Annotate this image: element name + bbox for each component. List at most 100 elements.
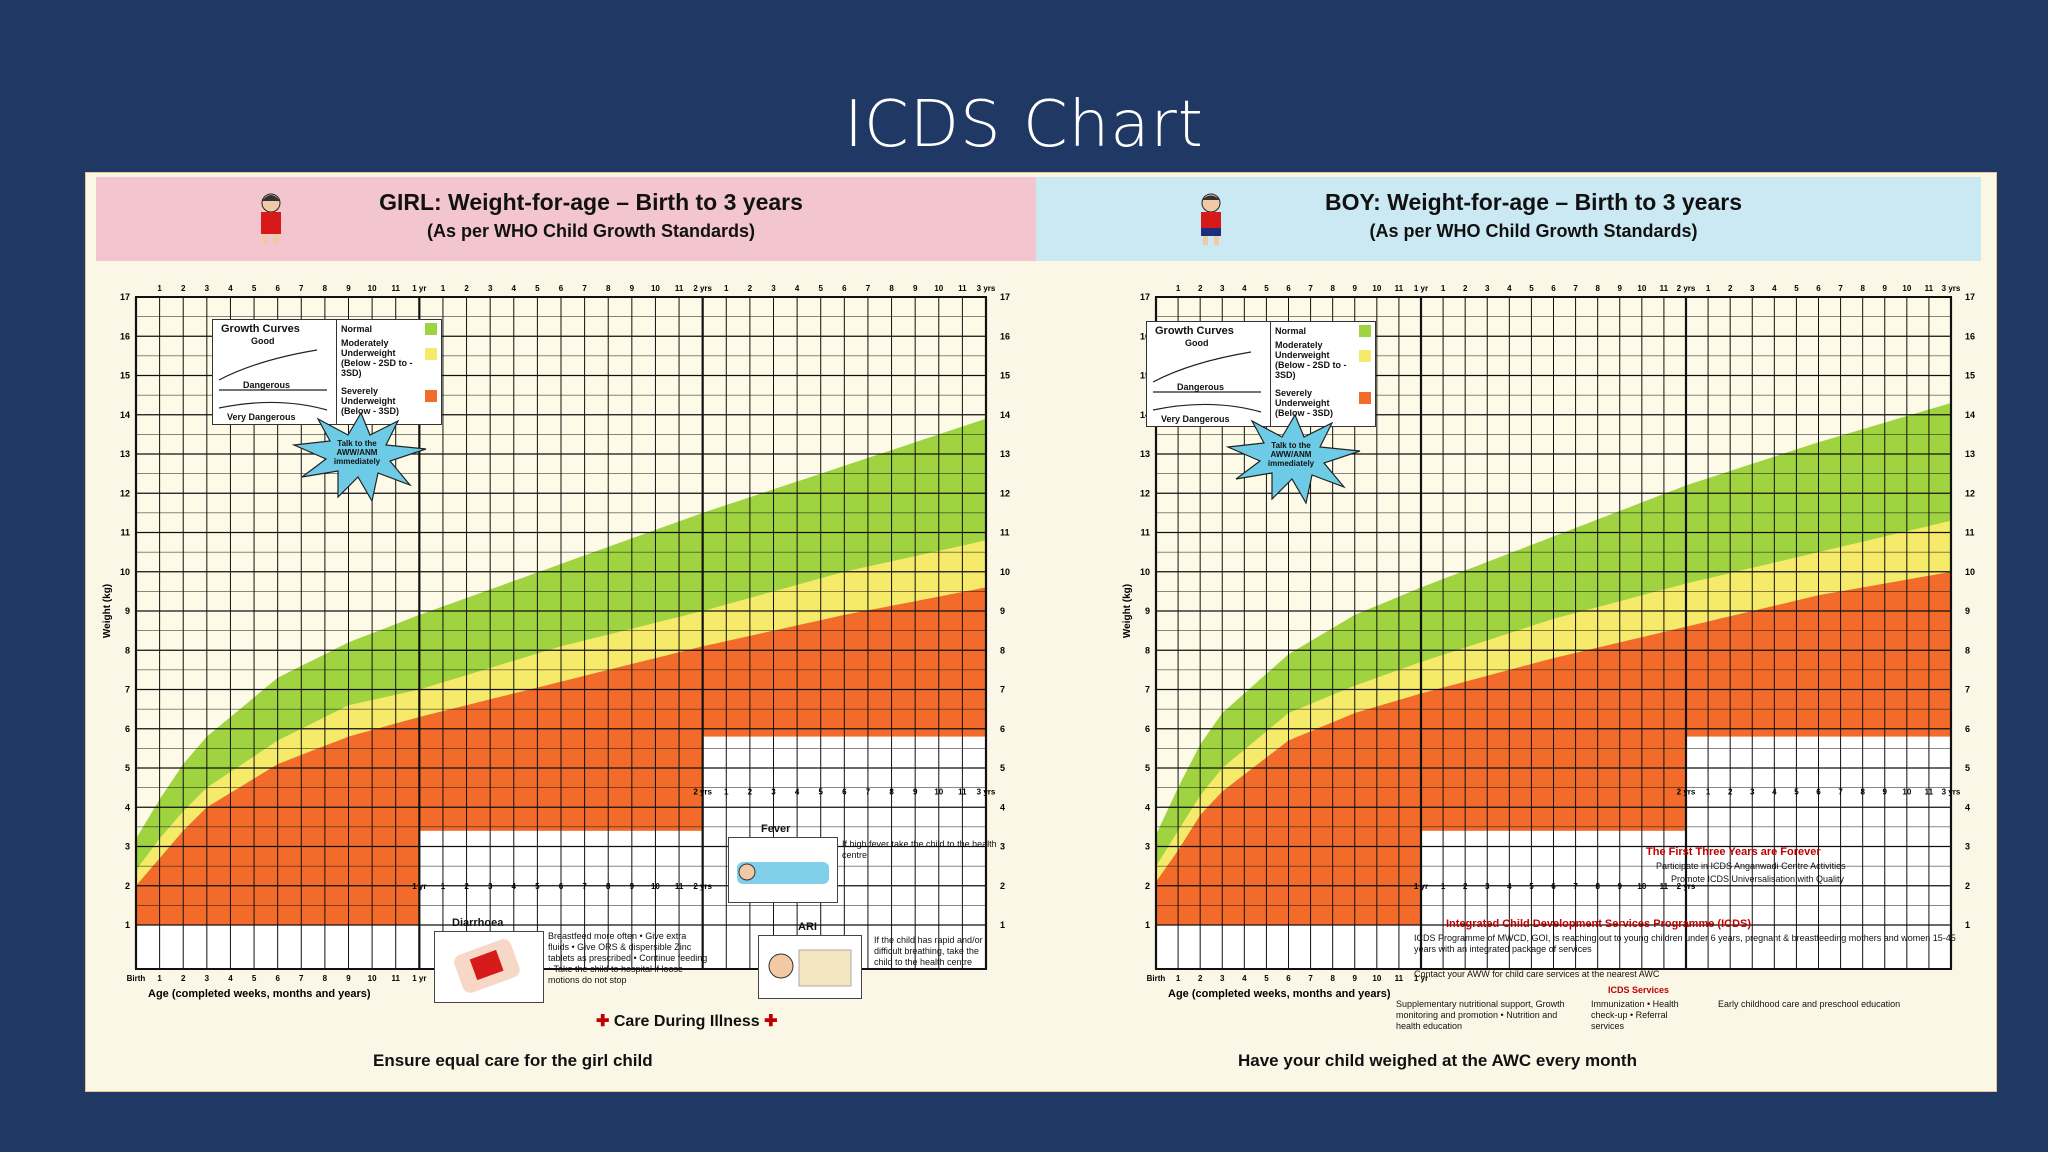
y-tick-label: 4 bbox=[1145, 802, 1150, 812]
y-tick-label: 12 bbox=[120, 488, 130, 498]
x-tick-label-top: 10 bbox=[651, 284, 660, 293]
y-tick-label-right: 12 bbox=[1000, 488, 1010, 498]
y-tick-label-right: 5 bbox=[1965, 763, 1970, 773]
x-tick-label-bottom: 11 bbox=[391, 974, 400, 983]
diarrhoea-illustration bbox=[434, 931, 544, 1003]
girl-figure-icon bbox=[261, 193, 281, 244]
y-tick-label: 14 bbox=[120, 410, 130, 420]
x-tick-label-bottom: 9 bbox=[1353, 974, 1358, 983]
ari-child-icon bbox=[768, 949, 852, 987]
growth-curves-title: Growth Curves bbox=[1155, 325, 1234, 337]
moderate-swatch bbox=[425, 348, 437, 360]
x-tick-label-bottom: 3 bbox=[488, 882, 493, 891]
y-axis-label: Weight (kg) bbox=[1122, 584, 1133, 638]
x-tick-label-bottom: 4 bbox=[228, 974, 233, 983]
x-tick-label-bottom: 1 bbox=[724, 788, 729, 797]
x-tick-label-bottom: 8 bbox=[889, 788, 894, 797]
x-tick-label-bottom: 10 bbox=[934, 788, 943, 797]
y-tick-label-right: 10 bbox=[1965, 567, 1975, 577]
x-tick-label-bottom: 5 bbox=[252, 974, 257, 983]
moderate-label: Moderately Underweight (Below - 2SD to -… bbox=[1275, 340, 1347, 380]
icds-services-title: ICDS Services bbox=[1608, 985, 1670, 995]
y-tick-label-right: 13 bbox=[1000, 449, 1010, 459]
x-tick-label-bottom: 5 bbox=[1529, 882, 1534, 891]
y-tick-label: 3 bbox=[125, 842, 130, 852]
x-tick-label-top: 3 yrs bbox=[1942, 284, 1961, 293]
x-tick-label-bottom: 2 bbox=[748, 788, 753, 797]
y-tick-label-right: 1 bbox=[1000, 920, 1005, 930]
x-tick-label-bottom: 4 bbox=[1772, 788, 1777, 797]
y-tick-label: 10 bbox=[1140, 567, 1150, 577]
x-tick-label-bottom: 8 bbox=[606, 882, 611, 891]
y-tick-label-right: 11 bbox=[1965, 528, 1975, 538]
x-tick-label-top: 1 bbox=[1176, 284, 1181, 293]
x-tick-label-top: 8 bbox=[1595, 284, 1600, 293]
x-tick-label-bottom: 3 bbox=[205, 974, 210, 983]
x-tick-label-top: 4 bbox=[1772, 284, 1777, 293]
x-tick-label-bottom: 7 bbox=[582, 882, 587, 891]
x-tick-label-top: 11 bbox=[391, 284, 400, 293]
x-tick-label-top: 3 bbox=[488, 284, 493, 293]
y-tick-label-right: 13 bbox=[1965, 449, 1975, 459]
x-tick-label-bottom: 2 yrs bbox=[693, 788, 712, 797]
boy-talk-text: Talk to the AWW/ANM immediately bbox=[1267, 441, 1315, 468]
boy-chart-title: BOY: Weight-for-age – Birth to 3 years bbox=[1324, 189, 1743, 215]
boy-talk-burst-icon bbox=[1225, 413, 1361, 505]
x-tick-label-bottom: 10 bbox=[1637, 882, 1646, 891]
plot-border bbox=[135, 296, 987, 970]
boy-footer: Have your child weighed at the AWC every… bbox=[1238, 1051, 1637, 1070]
x-tick-label-bottom: 10 bbox=[1902, 788, 1911, 797]
y-tick-label: 12 bbox=[1140, 488, 1150, 498]
y-tick-label-right: 14 bbox=[1000, 410, 1010, 420]
x-axis-label: Age (completed weeks, months and years) bbox=[1168, 988, 1391, 1000]
y-tick-label: 11 bbox=[1140, 528, 1150, 538]
y-tick-label: 1 bbox=[125, 920, 130, 930]
x-tick-label-top: 7 bbox=[1573, 284, 1578, 293]
x-tick-label-bottom: 3 yrs bbox=[1942, 788, 1961, 797]
y-tick-label: 5 bbox=[125, 763, 130, 773]
y-tick-label-right: 15 bbox=[1000, 371, 1010, 381]
x-tick-label-top: 5 bbox=[1264, 284, 1269, 293]
x-tick-label-bottom: 11 bbox=[1660, 882, 1669, 891]
severe-swatch bbox=[1359, 392, 1371, 404]
good-label: Good bbox=[1185, 338, 1209, 348]
girl-footer: Ensure equal care for the girl child bbox=[373, 1051, 653, 1070]
y-tick-label: 15 bbox=[1140, 371, 1150, 381]
x-tick-label-bottom: 2 bbox=[464, 882, 469, 891]
x-tick-label-top: 3 yrs bbox=[977, 284, 996, 293]
x-tick-label-bottom: 9 bbox=[630, 882, 635, 891]
diarrhoea-child-icon bbox=[454, 939, 520, 993]
y-tick-label: 4 bbox=[125, 802, 130, 812]
y-tick-label-right: 11 bbox=[1000, 528, 1010, 538]
x-tick-label-bottom: 9 bbox=[1618, 882, 1623, 891]
girl-growth-curves-legend: Growth Curves Good Dangerous Very Danger… bbox=[212, 319, 338, 425]
x-tick-label-bottom: 2 bbox=[1728, 788, 1733, 797]
red-cross-icon: ✚ bbox=[596, 1013, 610, 1030]
x-tick-label-top: 3 bbox=[771, 284, 776, 293]
y-tick-label-right: 1 bbox=[1965, 920, 1970, 930]
x-tick-label-top: 11 bbox=[1925, 284, 1934, 293]
x-tick-label-bottom: 9 bbox=[346, 974, 351, 983]
x-tick-label-bottom: 7 bbox=[299, 974, 304, 983]
y-tick-label-right: 4 bbox=[1965, 802, 1970, 812]
y-tick-label-right: 16 bbox=[1965, 331, 1975, 341]
x-tick-label-bottom: 1 bbox=[1176, 974, 1181, 983]
y-tick-label-right: 8 bbox=[1000, 645, 1005, 655]
y-tick-label: 13 bbox=[1140, 449, 1150, 459]
x-tick-label-bottom: 4 bbox=[1242, 974, 1247, 983]
diarrhoea-text: Breastfeed more often • Give extra fluid… bbox=[548, 931, 708, 985]
x-tick-label-top: 10 bbox=[934, 284, 943, 293]
y-tick-label: 2 bbox=[1145, 881, 1150, 891]
ari-text: If the child has rapid and/or difficult … bbox=[874, 935, 983, 967]
x-tick-label-top: 9 bbox=[1353, 284, 1358, 293]
fever-text: If high fever take the child to the heal… bbox=[842, 839, 997, 860]
x-tick-label-top: 1 bbox=[724, 284, 729, 293]
x-tick-label-top: 4 bbox=[512, 284, 517, 293]
x-tick-label-bottom: 6 bbox=[1551, 882, 1556, 891]
x-tick-label-top: 10 bbox=[368, 284, 377, 293]
y-tick-label-right: 10 bbox=[1000, 567, 1010, 577]
x-tick-label-top: 6 bbox=[842, 284, 847, 293]
moderate-label: Moderately Underweight (Below - 2SD to -… bbox=[341, 338, 413, 378]
fever-child-icon bbox=[737, 862, 829, 884]
